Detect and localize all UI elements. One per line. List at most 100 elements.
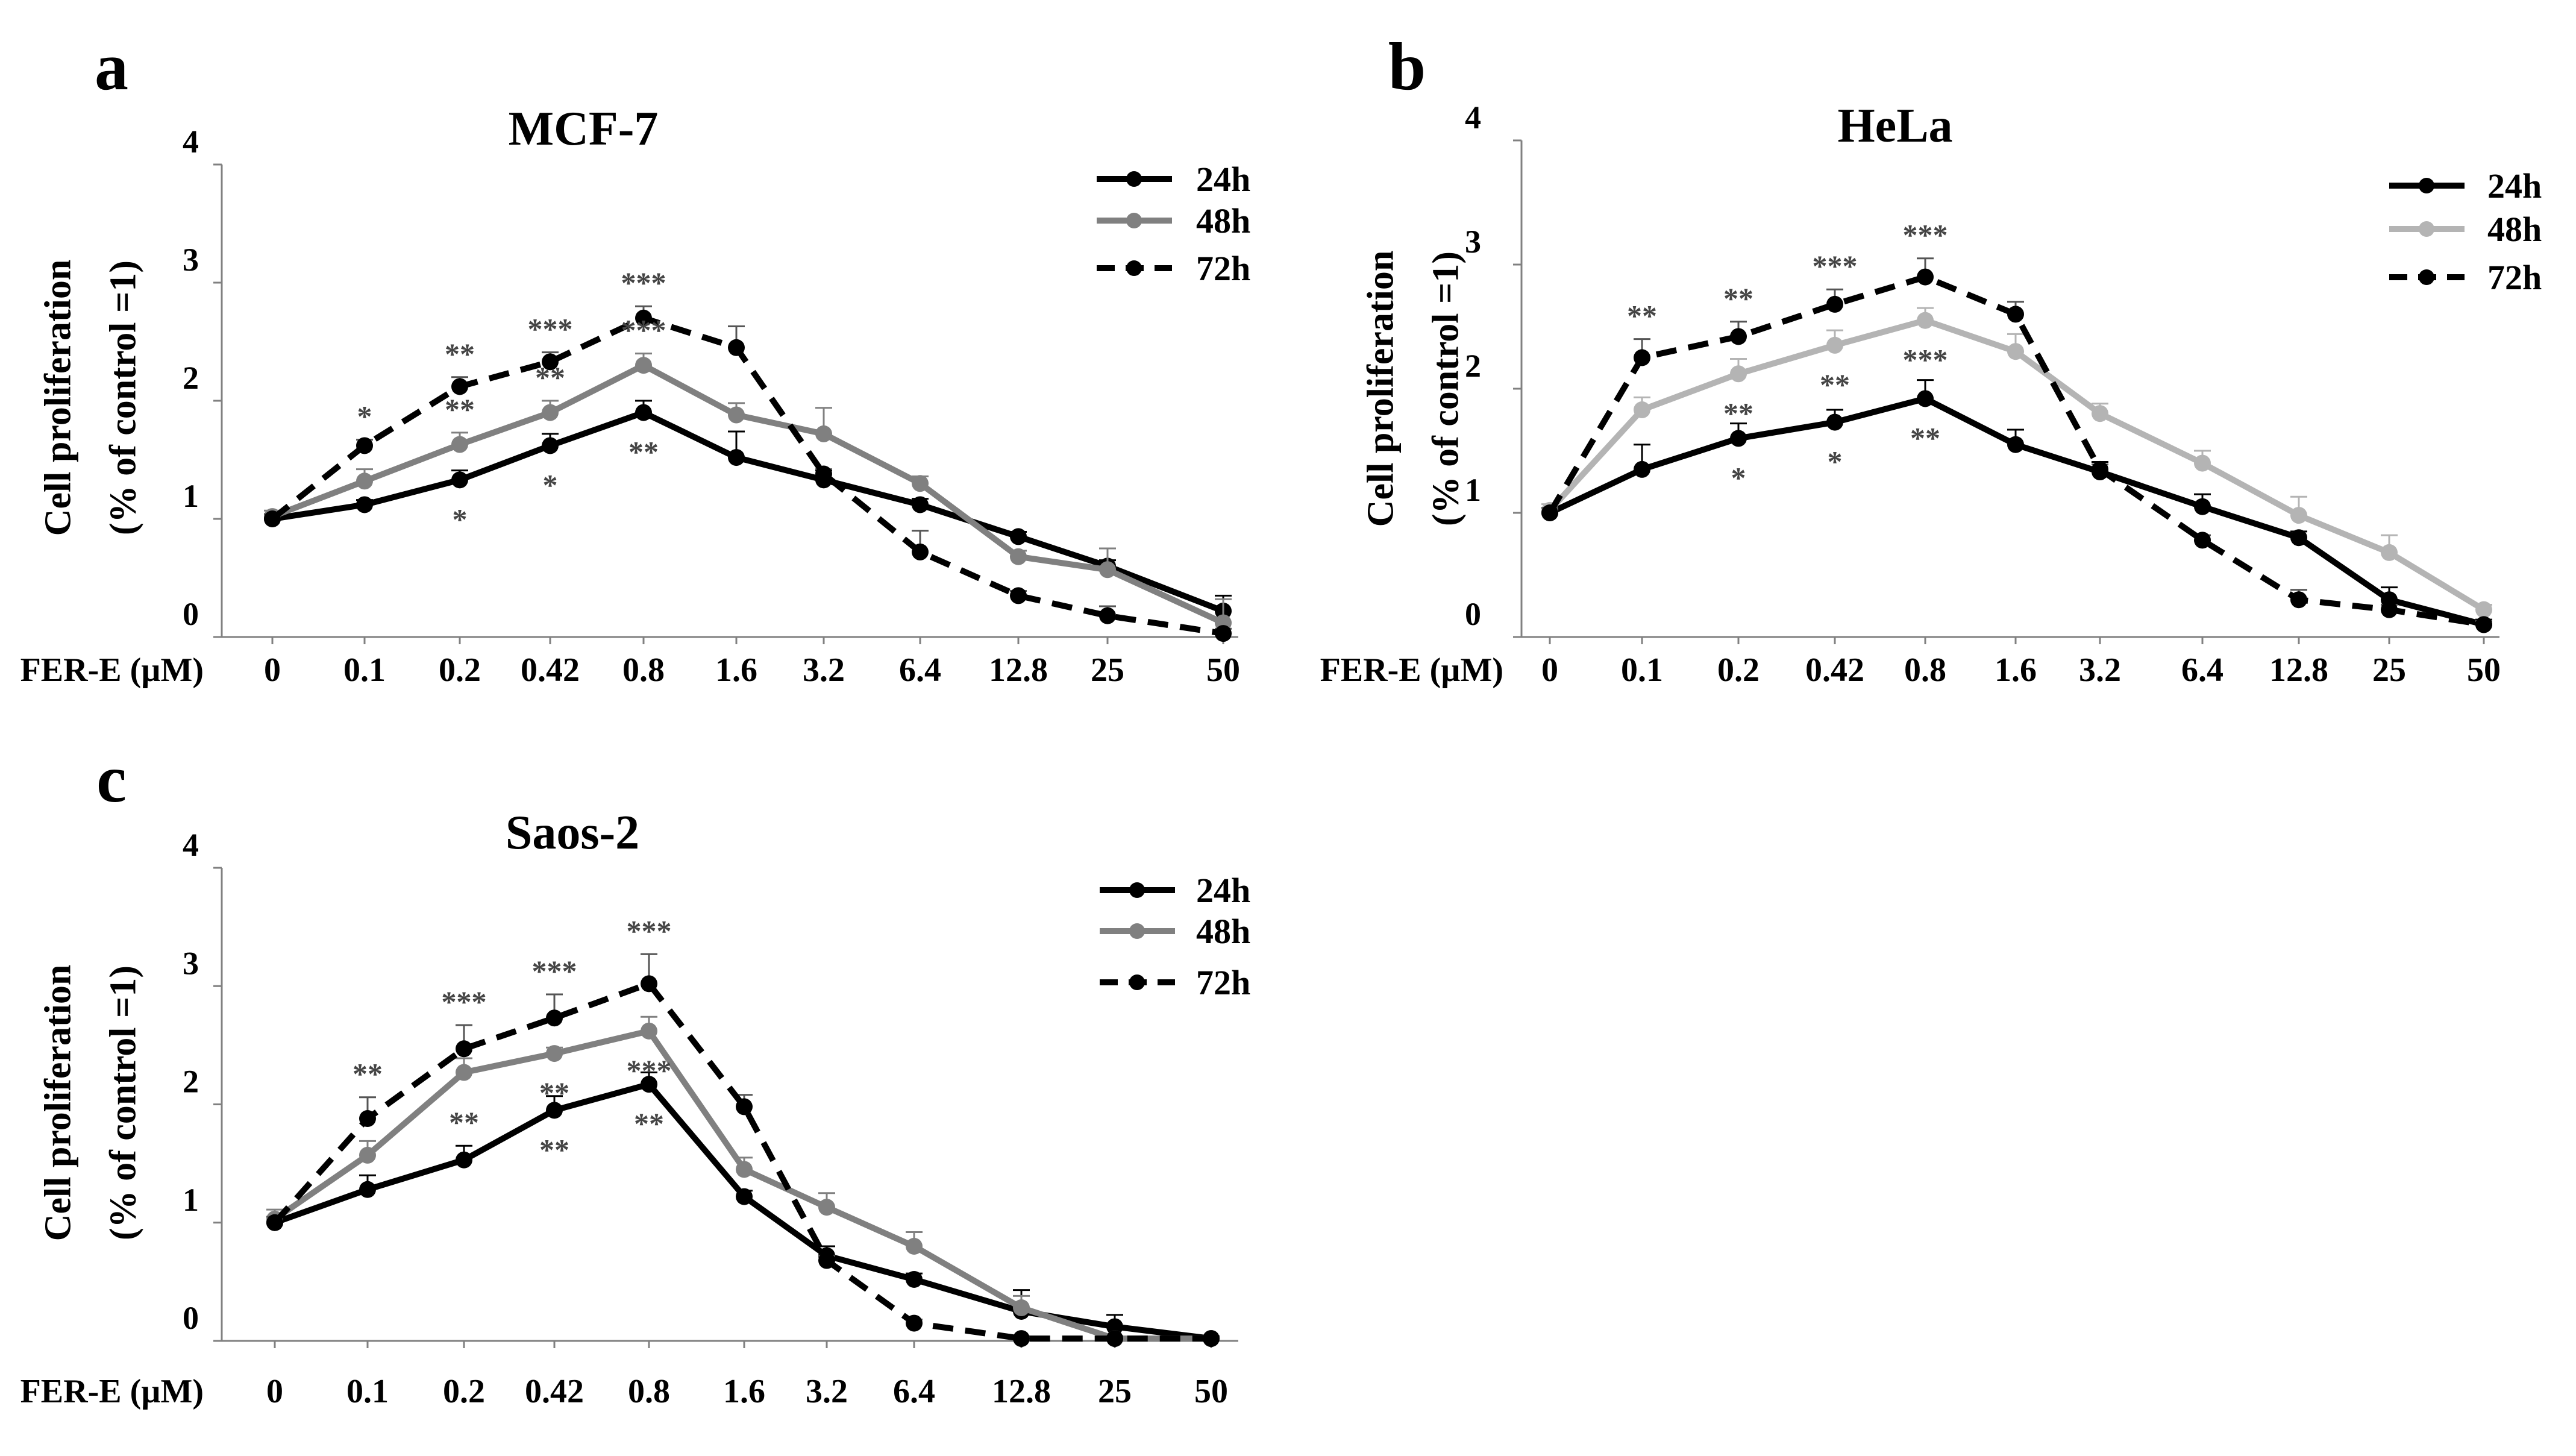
significance-marker: * — [1731, 460, 1746, 494]
significance-marker: ** — [445, 392, 475, 426]
data-point — [2092, 460, 2108, 478]
legend-marker-72h — [2419, 269, 2434, 285]
x-tick-label: 12.8 — [989, 651, 1048, 689]
legend-label-72h: 72h — [1196, 249, 1250, 288]
significance-marker: *** — [1813, 249, 1858, 283]
x-tick-label: 50 — [1206, 651, 1240, 689]
data-point — [1203, 1330, 1220, 1348]
legend-label-48h: 48h — [2487, 210, 2542, 249]
data-point — [1099, 561, 1116, 579]
chart-title: HeLa — [1837, 99, 1952, 152]
legend-marker-48h — [1126, 213, 1142, 228]
data-point — [2194, 498, 2211, 515]
data-point — [728, 449, 745, 466]
data-point — [1099, 607, 1116, 624]
significance-marker: *** — [528, 312, 573, 346]
x-tick-label: 0.8 — [628, 1373, 670, 1410]
y-tick-label: 4 — [183, 827, 199, 863]
data-point — [356, 496, 373, 513]
x-tick-label: 6.4 — [893, 1373, 935, 1410]
panel-label: c — [96, 742, 127, 817]
significance-marker: ** — [1910, 421, 1940, 454]
y-tick-label: 1 — [183, 478, 199, 514]
data-point — [546, 1009, 563, 1027]
panel-label: b — [1388, 30, 1426, 104]
x-tick-label: 0.42 — [521, 651, 580, 689]
data-point — [912, 543, 929, 560]
data-point — [1730, 328, 1747, 345]
x-tick-label: 50 — [1194, 1373, 1228, 1410]
data-point — [359, 1181, 376, 1198]
chart-panel-b: b HeLa Cell proliferation (% of control =1)… — [1320, 30, 2542, 689]
y-tick-label: 4 — [183, 124, 199, 160]
data-point — [2475, 601, 2492, 618]
legend-label-48h: 48h — [1196, 912, 1250, 951]
x-tick-label: 0.2 — [439, 651, 481, 689]
data-point — [2194, 532, 2211, 549]
y-tick-label: 2 — [183, 1064, 199, 1100]
data-point — [815, 465, 832, 483]
series-48h — [266, 1015, 1220, 1348]
data-point — [1917, 268, 1934, 286]
significance-marker: ** — [539, 1076, 569, 1109]
data-point — [2290, 529, 2307, 547]
data-point — [2475, 616, 2492, 633]
significance-marker: *** — [1903, 343, 1948, 377]
data-point — [1826, 336, 1843, 354]
significance-marker: ** — [1723, 281, 1753, 315]
data-point — [818, 1199, 835, 1216]
data-point — [542, 404, 559, 421]
data-point — [359, 1146, 376, 1164]
x-tick-label: 0.2 — [1717, 651, 1760, 689]
data-point — [2194, 454, 2211, 472]
y-tick-label: 3 — [183, 945, 199, 981]
data-point — [906, 1238, 923, 1255]
x-axis-label: FER-E (µM) — [20, 1373, 204, 1410]
data-point — [912, 475, 929, 492]
x-tick-label: 25 — [2372, 651, 2406, 689]
x-tick-label: 0 — [1541, 651, 1558, 689]
panel-label: a — [95, 30, 128, 104]
legend-label-24h: 24h — [1196, 160, 1250, 199]
data-point — [906, 1314, 923, 1332]
x-tick-label: 0.1 — [343, 651, 386, 689]
data-point — [912, 496, 929, 513]
data-point — [546, 1102, 563, 1119]
x-tick-label: 0 — [264, 651, 281, 689]
significance-marker: ** — [634, 1106, 664, 1140]
significance-marker: *** — [627, 1053, 672, 1087]
legend-label-24h: 24h — [1196, 871, 1250, 910]
data-point — [1013, 1330, 1030, 1348]
significance-marker: ** — [628, 435, 659, 469]
data-point — [728, 339, 745, 356]
x-tick-label: 1.6 — [1995, 651, 2037, 689]
series-line — [270, 315, 1224, 637]
data-point — [2007, 436, 2024, 453]
x-tick-label: 6.4 — [899, 651, 941, 689]
data-point — [1917, 390, 1934, 407]
x-tick-label: 12.8 — [992, 1373, 1051, 1410]
data-point — [1826, 413, 1843, 431]
x-axis-label: FER-E (µM) — [20, 651, 204, 689]
data-point — [1541, 504, 1558, 521]
significance-marker: * — [453, 502, 468, 536]
x-tick-label: 25 — [1091, 651, 1124, 689]
data-point — [2007, 343, 2024, 360]
chart-title: MCF-7 — [509, 102, 659, 155]
y-tick-label: 0 — [1465, 596, 1481, 632]
x-tick-label: 0.1 — [1621, 651, 1663, 689]
x-tick-label: 1.6 — [723, 1373, 765, 1410]
data-point — [1917, 312, 1934, 329]
significance-marker: ** — [539, 1132, 569, 1166]
data-point — [736, 1098, 753, 1116]
series-line — [272, 409, 1224, 614]
data-point — [1013, 1299, 1030, 1317]
x-axis-label: FER-E (µM) — [1320, 651, 1503, 689]
legend-marker-72h — [1129, 974, 1145, 990]
series-72h — [1541, 257, 2492, 633]
significance-marker: ** — [449, 1105, 479, 1139]
series-48h — [1541, 307, 2492, 618]
data-point — [542, 437, 559, 454]
data-point — [1010, 548, 1027, 565]
